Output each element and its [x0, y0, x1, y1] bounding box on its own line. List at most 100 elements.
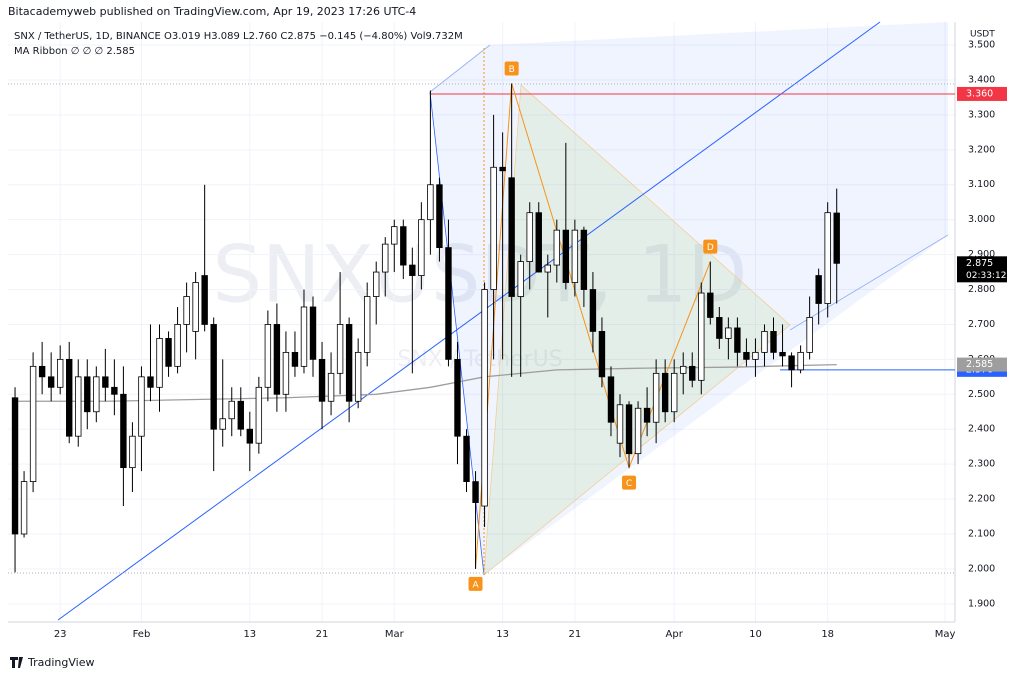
pattern-label: D: [707, 243, 714, 253]
candle-body: [29, 365, 37, 483]
candle-body: [589, 289, 597, 332]
watermark: SNXUSDT, 1D: [213, 230, 748, 320]
y-tick-label: 1.900: [968, 598, 995, 609]
candle-body: [734, 327, 741, 353]
candle-body: [788, 355, 795, 371]
candle-body: [436, 184, 443, 249]
candle-body: [752, 351, 759, 360]
candle-body: [598, 331, 606, 378]
x-tick-label: 10: [749, 629, 762, 640]
y-tick-label: 2.000: [968, 563, 995, 574]
pattern-label-box: [622, 475, 637, 490]
y-tick-label: 2.900: [968, 249, 995, 260]
candle-body: [66, 358, 73, 437]
candle-body: [670, 372, 678, 413]
candle-body: [219, 418, 226, 430]
x-tick-label: 23: [54, 629, 67, 640]
x-tick-label: Feb: [133, 629, 151, 640]
candle-body: [824, 212, 831, 304]
pattern-label-box: [468, 576, 483, 591]
y-tick-label: 3.200: [968, 144, 995, 155]
candle-body: [102, 376, 109, 388]
candle-body: [20, 481, 28, 535]
candle-body: [454, 358, 461, 437]
candle-body: [228, 400, 235, 420]
candle-body: [815, 275, 822, 304]
pattern-label: A: [472, 580, 479, 590]
candle-body: [11, 397, 19, 535]
y-tick-label: 2.300: [968, 459, 995, 470]
candle-body: [517, 261, 524, 297]
candle-body: [300, 306, 308, 367]
y-tick-label: 2.500: [968, 389, 995, 400]
countdown: 02:33:12: [966, 271, 1006, 281]
x-tick-label: 21: [568, 629, 581, 640]
x-tick-label: 18: [821, 629, 834, 640]
price-badge: [957, 256, 1007, 283]
candle-body: [309, 306, 317, 360]
tv-logo: [10, 657, 23, 668]
candle-body: [400, 226, 407, 266]
pattern-label-box: [504, 61, 519, 76]
y-tick-label: 2.400: [968, 424, 995, 435]
x-tick-label: Apr: [666, 629, 684, 640]
candle-body: [201, 275, 208, 325]
y-tick-label: 3.100: [968, 179, 995, 190]
candle-body: [138, 376, 145, 437]
candle-body: [382, 243, 389, 273]
candle-body: [129, 435, 136, 469]
candle-body: [93, 376, 100, 413]
candle-body: [373, 271, 380, 297]
candle-body: [183, 296, 190, 325]
channel-line: [789, 234, 949, 331]
candle-body: [580, 229, 588, 290]
candle-body: [743, 351, 750, 360]
candle-body: [84, 376, 91, 413]
candle-body: [779, 351, 786, 357]
candle-body: [707, 292, 714, 318]
candle-body: [192, 282, 199, 332]
candle-body: [38, 365, 46, 378]
y-tick-label: 2.200: [968, 494, 995, 505]
candle-body: [725, 327, 732, 339]
x-tick-label: 13: [243, 629, 256, 640]
price-badge-label: 2.875: [966, 258, 993, 269]
candle-body: [174, 324, 181, 367]
candle-body: [508, 177, 515, 297]
footer: TradingView: [27, 656, 94, 669]
price-badge-label: 2.585: [966, 359, 993, 370]
candle-body: [607, 376, 615, 423]
y-tick-label: 2.800: [968, 284, 995, 295]
candle-body: [698, 292, 705, 381]
candle-body: [625, 404, 633, 455]
candle-body: [156, 338, 163, 388]
candle-body: [147, 376, 154, 388]
candle-body: [273, 324, 281, 395]
candle-body: [318, 358, 326, 402]
candle-body: [210, 324, 217, 430]
header: Bitacademyweb published on TradingView.c…: [8, 5, 416, 18]
x-tick-label: 21: [316, 629, 329, 640]
candle-body: [418, 219, 425, 276]
candle-body: [562, 229, 570, 283]
price-badge: [957, 357, 1007, 372]
candle-body: [391, 226, 398, 245]
candle-body: [643, 407, 651, 423]
y-tick-label: 3.500: [968, 40, 995, 51]
y-tick-label: 2.100: [968, 528, 995, 539]
candle-body: [237, 400, 244, 430]
price-badge-label: 3.360: [966, 88, 993, 99]
trend-line: [57, 21, 881, 621]
candle-body: [165, 338, 172, 367]
candle-body: [75, 376, 82, 437]
candle-body: [634, 407, 642, 455]
candle-body: [409, 264, 416, 276]
candle-body: [553, 229, 561, 266]
y-unit: USDT: [970, 30, 995, 40]
candle-body: [770, 331, 777, 353]
candle-body: [345, 324, 353, 402]
candle-body: [716, 317, 723, 339]
candle-body: [354, 351, 362, 402]
